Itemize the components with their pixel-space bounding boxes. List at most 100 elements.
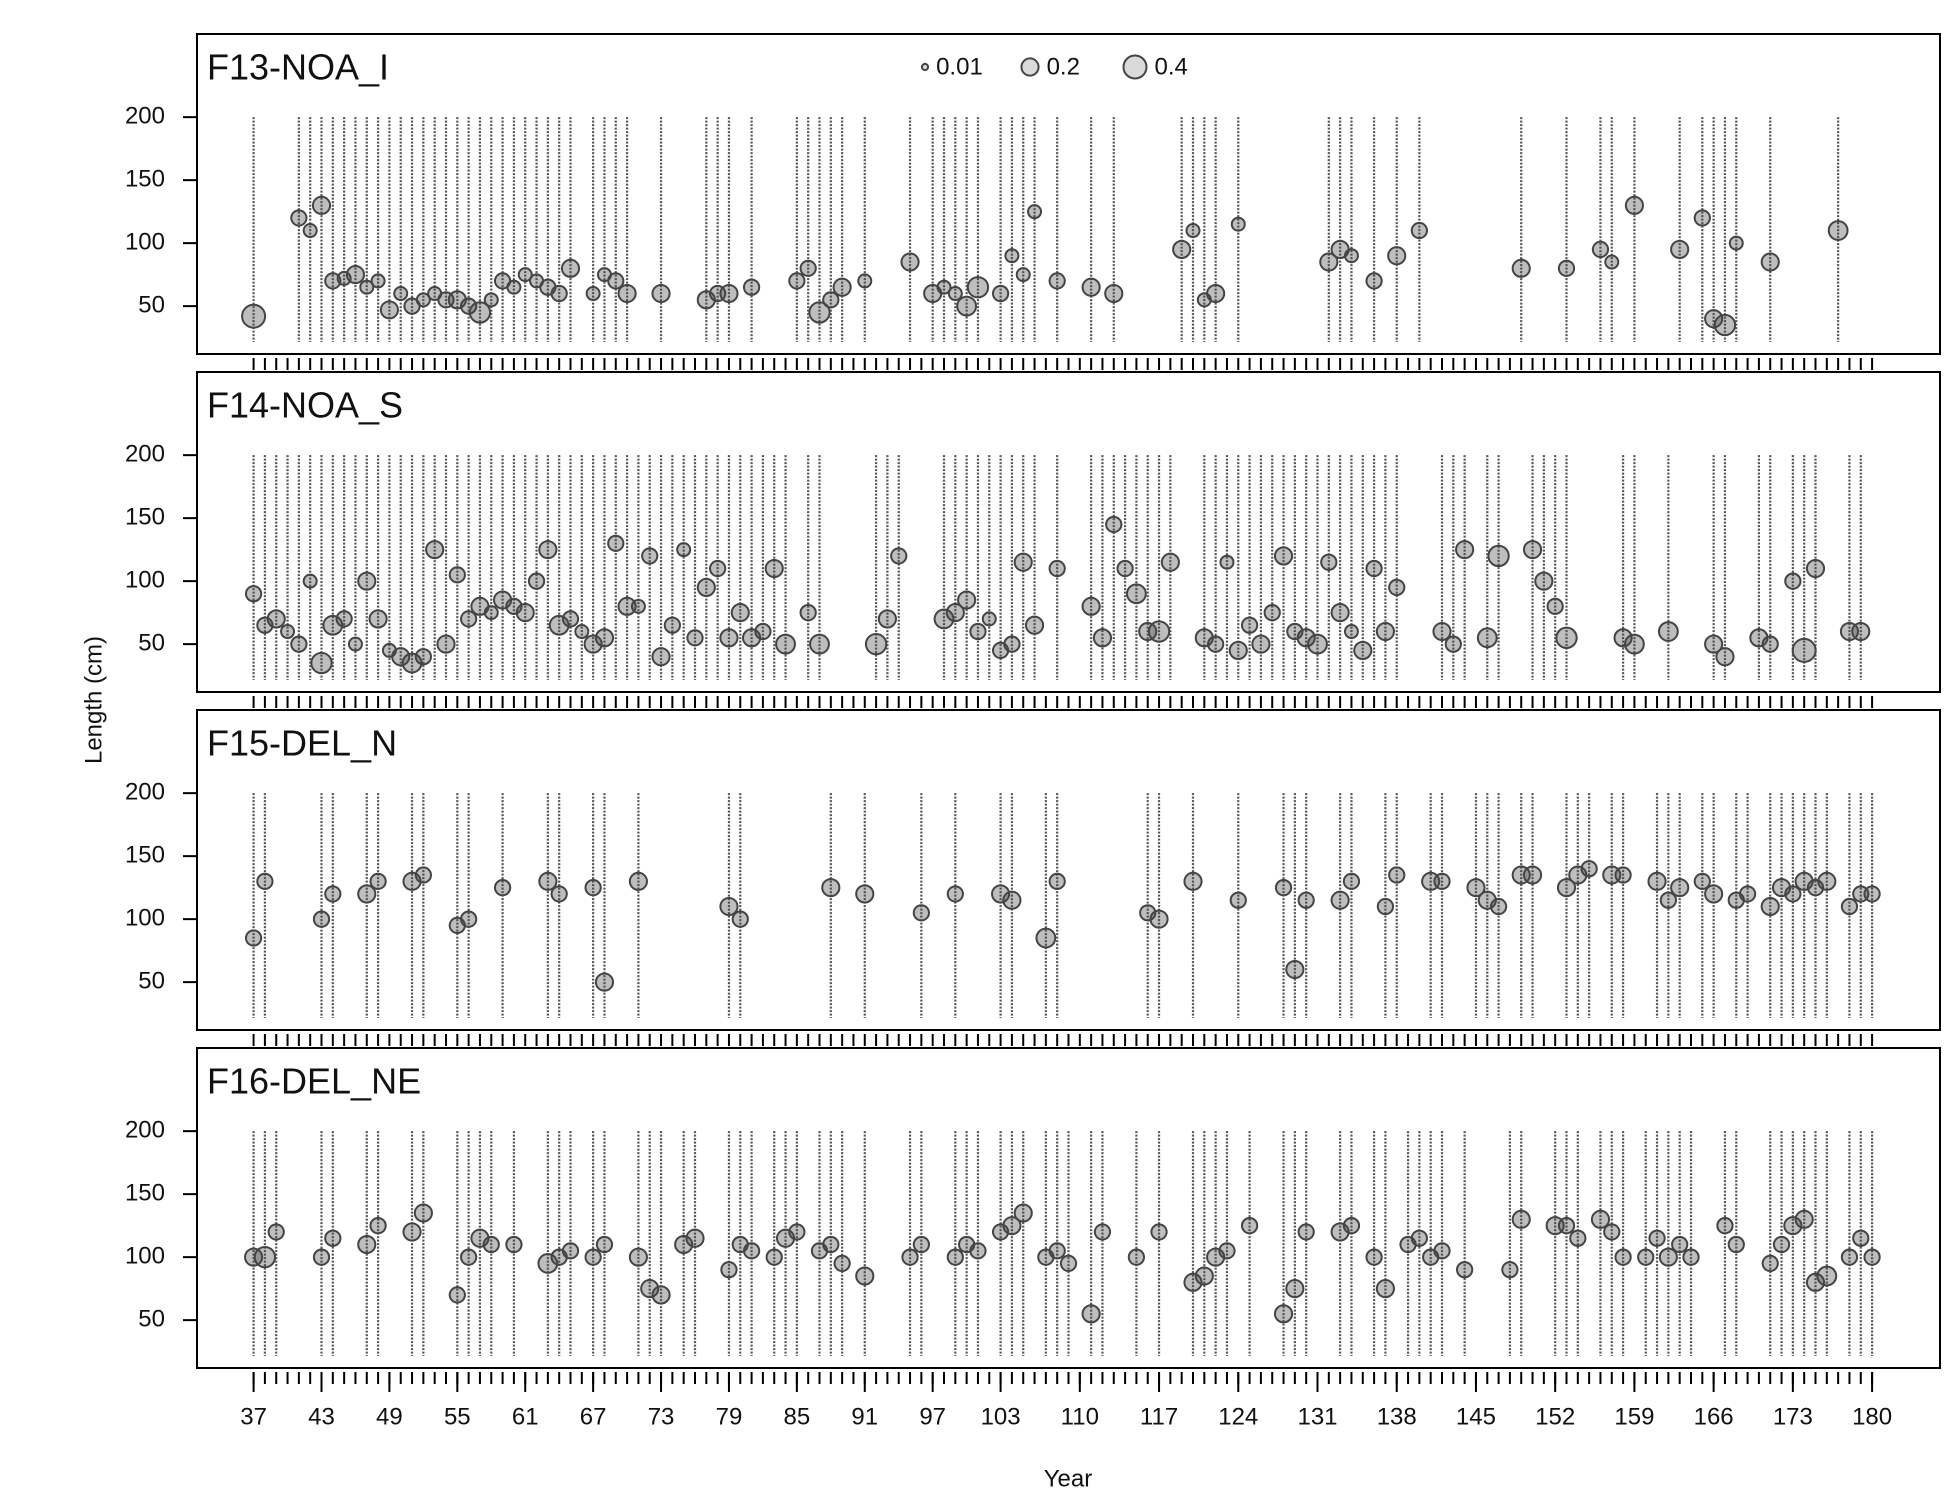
y-tick-label: 200: [125, 440, 165, 467]
bubble: [460, 297, 478, 315]
bubble: [685, 1228, 705, 1248]
x-tick-label: 103: [981, 1403, 1021, 1430]
bubble: [1715, 647, 1735, 667]
bubble: [719, 628, 739, 648]
y-tick-label: 100: [125, 1242, 165, 1269]
bubble: [1604, 254, 1620, 270]
y-tick-label: 50: [138, 967, 165, 994]
bubble: [1704, 634, 1724, 654]
bubble: [517, 267, 533, 283]
bubble: [912, 1235, 930, 1254]
bubble: [720, 1261, 738, 1279]
x-tick-label: 91: [851, 1403, 878, 1430]
bubble: [1614, 866, 1632, 884]
bubble: [357, 884, 377, 904]
bubble: [357, 571, 377, 591]
bubble: [651, 647, 671, 667]
legend-label: 0.2: [1047, 53, 1080, 80]
bubble: [1852, 1229, 1870, 1247]
bubble: [1127, 1248, 1146, 1266]
bubble: [1150, 1223, 1168, 1241]
bubble: [696, 577, 716, 598]
bubble: [310, 651, 333, 675]
y-tick-label: 150: [125, 841, 165, 868]
bubble: [302, 573, 318, 589]
bubble: [583, 634, 603, 654]
bubble: [628, 871, 648, 891]
bubble: [1761, 1254, 1779, 1273]
bubble: [1704, 309, 1724, 329]
bubble: [550, 284, 568, 303]
bubble: [1343, 624, 1359, 640]
bubble: [945, 603, 965, 623]
y-tick-label: 200: [125, 102, 165, 129]
bubble: [1716, 1217, 1734, 1235]
bubble: [538, 540, 558, 560]
bubble: [1613, 628, 1633, 648]
bubble: [1015, 267, 1031, 283]
bubble: [311, 195, 332, 215]
bubble: [676, 542, 692, 558]
bubble: [1805, 1272, 1826, 1292]
bubble: [1713, 313, 1737, 337]
bubble: [1183, 871, 1203, 891]
bubble: [561, 610, 580, 628]
bubble: [1365, 559, 1383, 578]
x-tick-label: 110: [1061, 1403, 1099, 1430]
bubble: [1297, 1223, 1315, 1241]
x-tick-label: 79: [716, 1403, 743, 1430]
bubble: [719, 896, 739, 917]
bubble: [1003, 635, 1021, 653]
bubble: [809, 633, 830, 655]
bubble: [1658, 1247, 1678, 1267]
bubble: [1274, 879, 1293, 897]
x-tick-label: 166: [1694, 1403, 1734, 1430]
bubble: [855, 884, 875, 904]
bubble: [1104, 283, 1124, 304]
x-tick-label: 73: [648, 1403, 675, 1430]
bubble: [617, 283, 637, 304]
bubble: [527, 572, 546, 590]
y-tick-label: 50: [138, 1305, 165, 1332]
bubble: [1805, 558, 1826, 579]
bubble: [369, 872, 387, 890]
bubble: [1863, 1248, 1881, 1266]
panel-frame: [196, 1047, 1941, 1369]
bubble: [1671, 1235, 1689, 1254]
bubble: [335, 610, 353, 628]
x-tick-label: 61: [512, 1403, 539, 1430]
bubble: [1456, 1261, 1474, 1279]
bubble: [855, 1266, 875, 1286]
bubble: [969, 1242, 987, 1260]
bubble: [414, 648, 432, 666]
bubble: [369, 1217, 387, 1235]
bubble: [1487, 544, 1510, 568]
bubble: [1365, 272, 1383, 290]
y-tick-label: 100: [125, 566, 165, 593]
bubble: [244, 929, 263, 947]
bubble: [482, 1235, 500, 1254]
bubble: [1273, 546, 1294, 566]
bubble: [1556, 878, 1577, 898]
bubble: [1207, 635, 1225, 653]
bubble: [345, 265, 366, 285]
bubble: [574, 624, 590, 640]
bubble: [754, 622, 772, 641]
bubble: [1365, 1248, 1383, 1266]
bubble: [1160, 552, 1180, 572]
bubble: [1784, 885, 1802, 903]
bubble: [877, 609, 897, 629]
bubble: [493, 879, 512, 897]
bubble: [1816, 1265, 1838, 1287]
legend-bubble: [920, 62, 930, 72]
x-tick-label: 138: [1377, 1403, 1417, 1430]
legend-label: 0.01: [936, 53, 983, 80]
bubble: [1002, 1216, 1022, 1236]
bubble: [833, 1254, 851, 1273]
bubble: [1760, 252, 1780, 272]
bubble: [460, 1248, 478, 1266]
y-tick-label: 200: [125, 778, 165, 805]
panel-frame: [196, 33, 1941, 355]
bubble: [359, 279, 375, 295]
